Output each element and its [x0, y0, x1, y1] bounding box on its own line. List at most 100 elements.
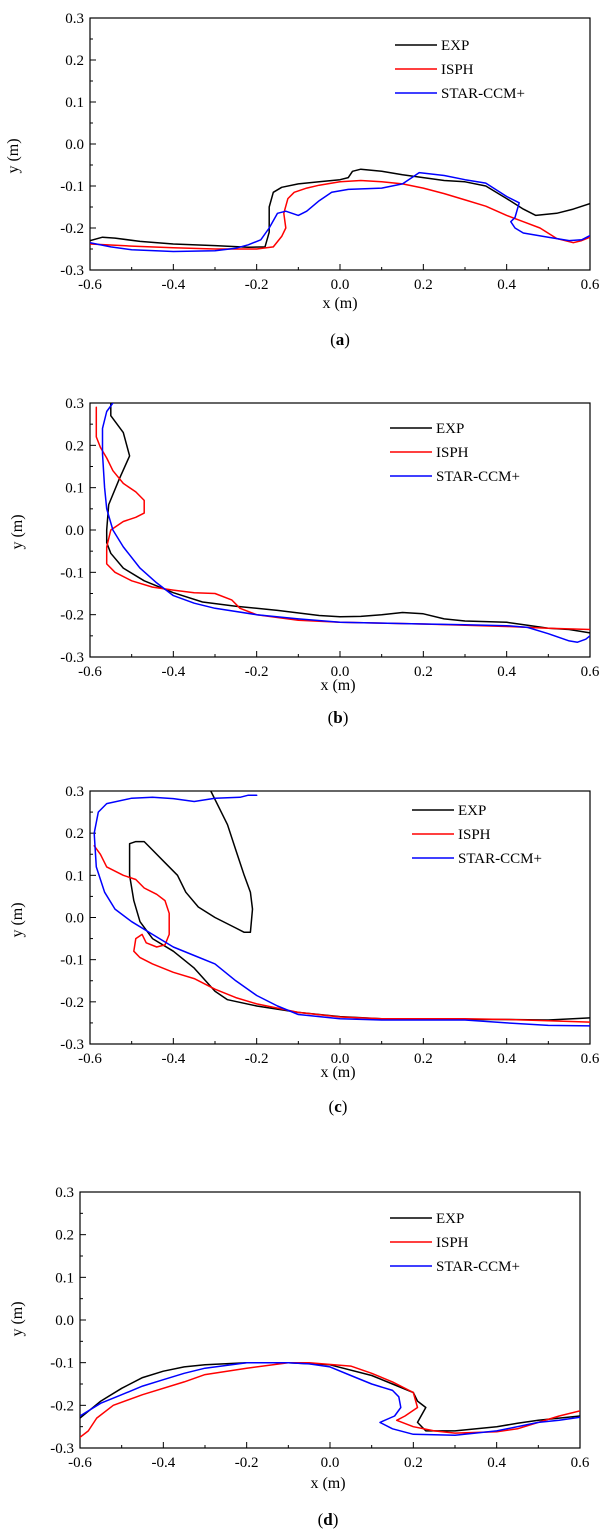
y-tick-label: 0.1: [65, 868, 84, 884]
y-tick-label: 0.3: [65, 11, 84, 27]
legend-label: ISPH: [458, 827, 491, 843]
y-tick-label: 0.2: [65, 53, 84, 69]
x-tick-label: -0.2: [235, 1455, 259, 1471]
x-tick-label: -0.2: [245, 1051, 269, 1067]
plot-frame: [79, 1191, 581, 1449]
caption-letter: a: [336, 330, 345, 349]
y-tick-label: -0.2: [60, 608, 84, 624]
x-tick-label: -0.4: [161, 277, 185, 293]
caption-letter: c: [334, 1097, 342, 1116]
legend-label: EXP: [436, 1211, 464, 1227]
x-tick-label: 0.6: [581, 277, 600, 293]
y-tick-label: 0.0: [65, 911, 84, 927]
x-tick-label: 0.2: [414, 664, 433, 680]
x-tick-label: 0.6: [581, 1051, 600, 1067]
panel-d: y (m) x (m) (d): [9, 1301, 346, 1529]
plot-frame: [89, 17, 591, 271]
y-axis-title: y (m): [9, 514, 26, 549]
x-tick-label: 0.0: [331, 664, 350, 680]
legend-label: EXP: [436, 421, 464, 437]
plot-a: -0.6 -0.4 -0.2 0.0 0.2 0.4 0.6 0.3 0.2 0.1 0.0 -0.1…: [60, 11, 600, 293]
series-line-exp: [128, 791, 590, 1021]
x-tick-label: 0.6: [571, 1455, 590, 1471]
series-line-exp: [105, 403, 590, 634]
caption-letter: d: [323, 1510, 333, 1529]
series-line-star-ccm-: [93, 794, 590, 1027]
legend-label: ISPH: [436, 445, 469, 461]
series-line-isph: [93, 845, 590, 1023]
y-axis-title: y (m): [9, 902, 26, 937]
x-tick-label: 0.4: [497, 277, 516, 293]
x-tick-label: -0.6: [68, 1455, 92, 1471]
x-tick-label: 0.2: [414, 277, 433, 293]
panel-c: y (m) x (m) (c): [9, 902, 356, 1116]
y-tick-label: 0.3: [65, 784, 84, 800]
plot-frame: [89, 790, 591, 1045]
y-tick-label: 0.2: [65, 826, 84, 842]
x-tick-label: -0.2: [245, 664, 269, 680]
x-axis-title: x (m): [320, 1064, 355, 1081]
y-tick-label: 0.1: [55, 1270, 74, 1286]
y-tick-label: -0.1: [50, 1356, 74, 1372]
caption-b: (b): [328, 708, 349, 727]
x-tick-label: 0.4: [487, 1455, 506, 1471]
y-tick-label: -0.1: [60, 179, 84, 195]
x-tick-label: -0.4: [151, 1455, 175, 1471]
caption-letter: b: [333, 708, 342, 727]
legend-label: STAR-CCM+: [441, 86, 525, 102]
y-tick-label: -0.3: [50, 1441, 74, 1457]
y-tick-label: 0.2: [55, 1228, 74, 1244]
y-tick-label: 0.0: [65, 523, 84, 539]
legend: EXP ISPH STAR-CCM+: [412, 803, 542, 867]
x-axis-title: x (m): [320, 677, 355, 694]
series-line-exp: [80, 1361, 580, 1432]
legend: EXP ISPH STAR-CCM+: [395, 38, 525, 102]
x-tick-label: -0.6: [78, 1051, 102, 1067]
legend-label: EXP: [441, 38, 469, 54]
series-group: [90, 168, 590, 253]
series-line-star-ccm-: [90, 171, 590, 253]
x-tick-label: 0.0: [321, 1455, 340, 1471]
y-tick-label: -0.3: [60, 263, 84, 279]
plot-d: -0.6 -0.4 -0.2 0.0 0.2 0.4 0.6 0.3 0.2 0.1 0.0 -0.1…: [50, 1185, 590, 1471]
y-tick-label: -0.3: [60, 1037, 84, 1053]
legend-label: STAR-CCM+: [436, 1259, 520, 1275]
series-line-isph: [90, 179, 590, 250]
x-tick-label: -0.6: [78, 664, 102, 680]
panel-b: y (m) x (m) (b): [9, 514, 356, 727]
x-tick-label: -0.2: [245, 277, 269, 293]
y-tick-label: -0.1: [60, 953, 84, 969]
y-tick-label: -0.2: [50, 1398, 74, 1414]
y-tick-label: -0.2: [60, 221, 84, 237]
y-tick-label: 0.1: [65, 95, 84, 111]
y-axis-title: y (m): [5, 138, 22, 173]
caption-a: (a): [330, 330, 350, 349]
x-tick-label: -0.6: [78, 277, 102, 293]
series-line-star-ccm-: [80, 1361, 580, 1436]
legend-label: ISPH: [436, 1235, 469, 1251]
series-line-isph: [80, 1361, 580, 1439]
y-tick-label: -0.3: [60, 650, 84, 666]
plot-frame: [89, 402, 591, 658]
series-line-exp: [90, 168, 590, 249]
x-tick-label: -0.4: [161, 1051, 185, 1067]
legend-label: ISPH: [441, 62, 474, 78]
panel-a: y (m) x (m) (a): [5, 138, 358, 349]
series-group: [80, 1361, 580, 1439]
y-tick-label: 0.3: [65, 396, 84, 412]
x-tick-label: 0.0: [331, 1051, 350, 1067]
caption-d: (d): [318, 1510, 339, 1529]
x-axis-title: x (m): [310, 1475, 345, 1492]
legend: EXP ISPH STAR-CCM+: [390, 421, 520, 485]
x-tick-label: -0.4: [161, 664, 185, 680]
series-group: [95, 403, 590, 643]
y-tick-label: 0.1: [65, 481, 84, 497]
legend-label: EXP: [458, 803, 486, 819]
y-tick-label: 0.2: [65, 438, 84, 454]
y-tick-label: 0.3: [55, 1185, 74, 1201]
series-line-star-ccm-: [101, 403, 590, 643]
y-tick-label: -0.1: [60, 565, 84, 581]
plot-c: -0.6 -0.4 -0.2 0.0 0.2 0.4 0.6 0.3 0.2 0.1 0.0 -0.1…: [60, 784, 600, 1067]
x-tick-label: 0.4: [497, 1051, 516, 1067]
